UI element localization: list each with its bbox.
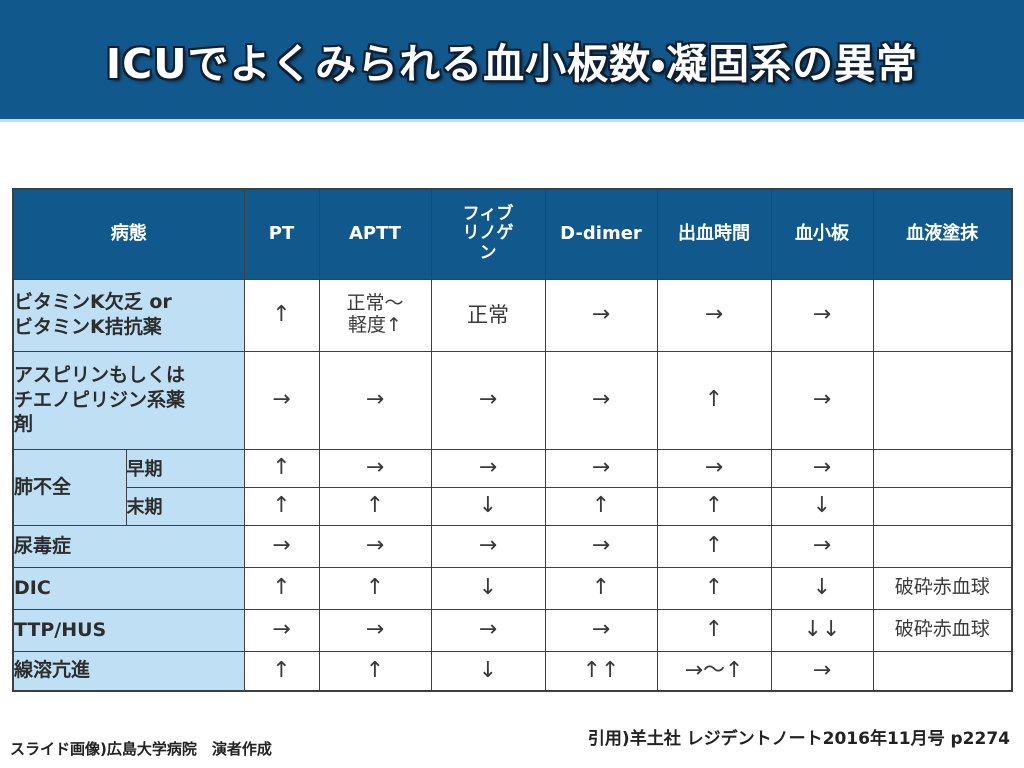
cell-vitamin-k-d-dimer: →: [544, 278, 658, 352]
cell-lung-early-pt: ↑: [243, 448, 320, 488]
sub-label-late: 末期: [125, 486, 245, 526]
row-label-fibrinolysis: 線溶亢進: [12, 650, 245, 692]
cell-vitamin-k-aptt: 正常〜 軽度↑: [318, 278, 432, 352]
cell-lung-late-fibrinogen: ↓: [430, 486, 546, 526]
row-label-lung-failure: 肺不全: [12, 448, 127, 526]
cell-ttp-hus-d-dimer: →: [544, 608, 658, 652]
cell-lung-late-platelet: ↓: [770, 486, 874, 526]
table-row: 肺不全 早期 ↑ → → → → →: [12, 448, 1013, 526]
table-row: 線溶亢進 ↑ ↑ ↓ ↑↑ →〜↑ →: [12, 650, 1013, 692]
cell-lung-late-aptt: ↑: [318, 486, 432, 526]
slide-title: ICUでよくみられる血小板数・凝固系の異常: [105, 39, 919, 88]
cell-fibrinolysis-fibrinogen: ↓: [430, 650, 546, 692]
header-aptt: APTT: [318, 188, 432, 280]
row-label-ttp-hus: TTP/HUS: [12, 608, 245, 652]
table-row: ビタミンK欠乏 or ビタミンK拮抗薬 ↑ 正常〜 軽度↑ 正常 → → →: [12, 278, 1013, 352]
cell-lung-late-d-dimer: ↑: [544, 486, 658, 526]
header-d-dimer: D-dimer: [544, 188, 658, 280]
cell-ttp-hus-bleeding-time: ↑: [656, 608, 772, 652]
row-label-dic: DIC: [12, 566, 245, 610]
cell-fibrinolysis-bleeding-time: →〜↑: [656, 650, 772, 692]
header-blood-smear: 血液塗抹: [872, 188, 1013, 280]
table-row: DIC ↑ ↑ ↓ ↑ ↑ ↓ 破砕赤血球: [12, 566, 1013, 610]
cell-fibrinolysis-blood-smear: [872, 650, 1013, 692]
cell-uremia-fibrinogen: →: [430, 524, 546, 568]
cell-aspirin-d-dimer: →: [544, 350, 658, 450]
cell-aspirin-bleeding-time: ↑: [656, 350, 772, 450]
header-pt: PT: [243, 188, 320, 280]
cell-lung-late-blood-smear: [872, 486, 1013, 526]
cell-aspirin-aptt: →: [318, 350, 432, 450]
cell-dic-pt: ↑: [243, 566, 320, 610]
table-row: 尿毒症 → → → → ↑ →: [12, 524, 1013, 568]
cell-dic-fibrinogen: ↓: [430, 566, 546, 610]
cell-uremia-d-dimer: →: [544, 524, 658, 568]
row-label-vitamin-k: ビタミンK欠乏 or ビタミンK拮抗薬: [12, 278, 245, 352]
cell-ttp-hus-aptt: →: [318, 608, 432, 652]
cell-lung-early-fibrinogen: →: [430, 448, 546, 488]
cell-uremia-pt: →: [243, 524, 320, 568]
cell-dic-d-dimer: ↑: [544, 566, 658, 610]
table-row: アスピリンもしくは チエノピリジン系薬 剤 → → → → ↑ →: [12, 350, 1013, 450]
cell-lung-early-platelet: →: [770, 448, 874, 488]
table-row: TTP/HUS → → → → ↑ ↓↓ 破砕赤血球: [12, 608, 1013, 652]
cell-vitamin-k-platelet: →: [770, 278, 874, 352]
cell-lung-early-aptt: →: [318, 448, 432, 488]
cell-lung-early-d-dimer: →: [544, 448, 658, 488]
cell-uremia-aptt: →: [318, 524, 432, 568]
cell-ttp-hus-fibrinogen: →: [430, 608, 546, 652]
cell-ttp-hus-pt: →: [243, 608, 320, 652]
header-platelet: 血小板: [770, 188, 874, 280]
cell-uremia-platelet: →: [770, 524, 874, 568]
cell-dic-blood-smear: 破砕赤血球: [872, 566, 1013, 610]
cell-vitamin-k-blood-smear: [872, 278, 1013, 352]
cell-dic-aptt: ↑: [318, 566, 432, 610]
table-header-row: 病態 PT APTT フィブ リノゲ ン D-dimer 出血時間 血小板 血液…: [12, 188, 1013, 280]
cell-aspirin-platelet: →: [770, 350, 874, 450]
cell-lung-late-bleeding-time: ↑: [656, 486, 772, 526]
cell-fibrinolysis-d-dimer: ↑↑: [544, 650, 658, 692]
cell-fibrinolysis-platelet: →: [770, 650, 874, 692]
cell-lung-early-bleeding-time: →: [656, 448, 772, 488]
cell-uremia-blood-smear: [872, 524, 1013, 568]
footer-source-note: スライド画像)広島大学病院 演者作成: [10, 740, 272, 758]
footer-citation: 引用)羊土社 レジデントノート2016年11月号 p2274: [587, 729, 1010, 749]
sub-label-early: 早期: [125, 448, 245, 488]
cell-aspirin-pt: →: [243, 350, 320, 450]
cell-aspirin-blood-smear: [872, 350, 1013, 450]
title-bar: ICUでよくみられる血小板数・凝固系の異常: [0, 0, 1024, 122]
cell-uremia-bleeding-time: ↑: [656, 524, 772, 568]
coagulation-table: 病態 PT APTT フィブ リノゲ ン D-dimer 出血時間 血小板 血液…: [12, 188, 1013, 692]
cell-dic-bleeding-time: ↑: [656, 566, 772, 610]
table-row: 末期 ↑ ↑ ↓ ↑ ↑ ↓: [13, 486, 1013, 526]
cell-ttp-hus-blood-smear: 破砕赤血球: [872, 608, 1013, 652]
header-condition: 病態: [12, 188, 245, 280]
cell-ttp-hus-platelet: ↓↓: [770, 608, 874, 652]
cell-lung-early-blood-smear: [872, 448, 1013, 488]
cell-vitamin-k-fibrinogen: 正常: [430, 278, 546, 352]
cell-fibrinolysis-aptt: ↑: [318, 650, 432, 692]
cell-vitamin-k-bleeding-time: →: [656, 278, 772, 352]
cell-aspirin-fibrinogen: →: [430, 350, 546, 450]
cell-vitamin-k-pt: ↑: [243, 278, 320, 352]
cell-fibrinolysis-pt: ↑: [243, 650, 320, 692]
cell-lung-late-pt: ↑: [243, 486, 320, 526]
header-fibrinogen: フィブ リノゲ ン: [430, 188, 546, 280]
cell-dic-platelet: ↓: [770, 566, 874, 610]
row-label-uremia: 尿毒症: [12, 524, 245, 568]
row-label-aspirin: アスピリンもしくは チエノピリジン系薬 剤: [12, 350, 245, 450]
header-bleeding-time: 出血時間: [656, 188, 772, 280]
